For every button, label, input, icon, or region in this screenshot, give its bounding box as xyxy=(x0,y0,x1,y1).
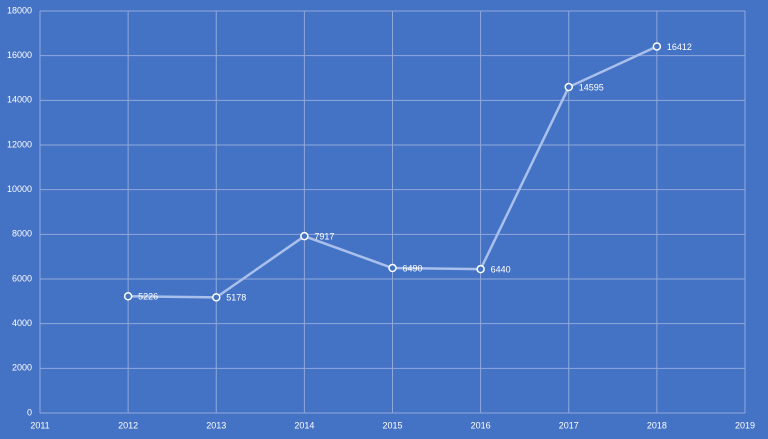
y-tick-label: 16000 xyxy=(7,50,32,60)
data-label: 6440 xyxy=(491,265,511,275)
x-tick-label: 2012 xyxy=(118,420,138,430)
data-label: 16412 xyxy=(667,42,692,52)
y-tick-label: 8000 xyxy=(12,229,32,239)
y-tick-label: 12000 xyxy=(7,139,32,149)
y-tick-label: 6000 xyxy=(12,273,32,283)
y-tick-label: 14000 xyxy=(7,95,32,105)
y-tick-label: 2000 xyxy=(12,363,32,373)
data-label: 6490 xyxy=(403,263,423,273)
y-tick-label: 18000 xyxy=(7,5,32,15)
marker xyxy=(300,231,309,241)
x-tick-label: 2016 xyxy=(471,420,491,430)
y-tick-label: 10000 xyxy=(7,184,32,194)
data-label: 5226 xyxy=(138,292,158,302)
marker xyxy=(212,293,221,302)
y-tick-label: 0 xyxy=(27,407,32,417)
data-label: 14595 xyxy=(579,82,604,92)
x-tick-label: 2011 xyxy=(30,420,49,430)
marker xyxy=(123,292,133,301)
x-tick-label: 2013 xyxy=(206,420,226,430)
x-tick-label: 2015 xyxy=(382,420,402,430)
data-label: 5178 xyxy=(226,293,246,303)
marker xyxy=(652,42,662,51)
x-tick-label: 2019 xyxy=(735,420,755,430)
x-tick-label: 2017 xyxy=(559,420,579,430)
marker xyxy=(476,264,485,274)
x-tick-label: 2014 xyxy=(294,420,314,430)
data-label: 7917 xyxy=(314,232,334,242)
y-tick-label: 4000 xyxy=(12,318,32,328)
marker xyxy=(564,82,573,92)
marker xyxy=(388,263,397,273)
x-tick-label: 2018 xyxy=(647,420,667,430)
